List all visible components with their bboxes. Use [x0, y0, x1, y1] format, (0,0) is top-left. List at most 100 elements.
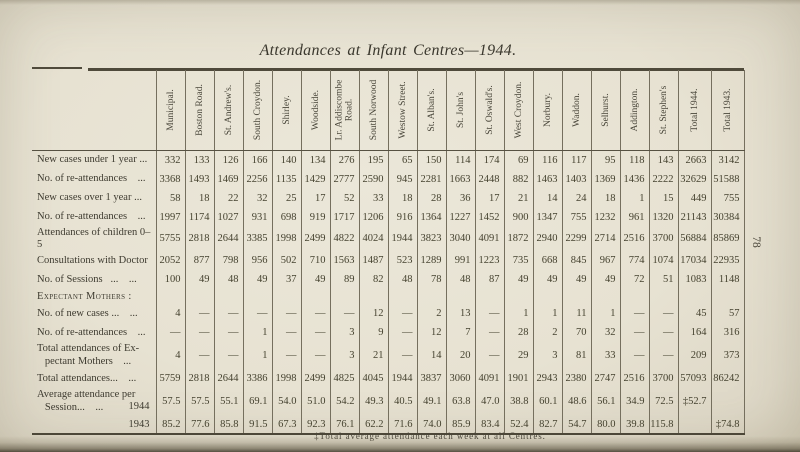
col-header-shirley: Shirley. — [271, 70, 301, 151]
section-header-row: Expectant Mothers : — [32, 289, 745, 305]
col-header-boston-road: Boston Road. — [184, 70, 214, 151]
value-cell: 2299 — [561, 226, 591, 252]
value-cell: 2663 — [677, 150, 711, 170]
table-row: New cases under 1 year ... 332 133 126 166 14… — [32, 150, 745, 170]
value-cell: — — [619, 342, 649, 370]
value-cell: 1206 — [358, 207, 388, 227]
value-cell: 18 — [184, 188, 214, 208]
page-edge-shadow-bottom — [0, 436, 800, 452]
value-cell: — — [648, 342, 678, 370]
table-row: No. of new cases ... ... 4— — — — — —12—2 13—1 1… — [32, 304, 745, 324]
col-header-municipal: Municipal. — [155, 70, 185, 151]
value-cell: 845 — [561, 251, 591, 271]
value-cell: 47.0 — [474, 388, 504, 416]
col-header-label: St. Oswald's. — [484, 85, 495, 135]
col-header-label: West Croydon. — [513, 81, 524, 139]
value-cell: 52 — [329, 188, 359, 208]
value-cell: 82.7 — [532, 415, 562, 435]
value-cell: 28 — [503, 323, 533, 343]
value-cell: 18 — [387, 188, 417, 208]
value-cell: 774 — [619, 251, 649, 271]
value-cell: — — [329, 304, 359, 324]
value-cell: 1 — [242, 323, 272, 343]
value-cell — [710, 388, 745, 416]
value-cell: 5755 — [155, 226, 185, 252]
col-header-label: Selhurst. — [600, 93, 611, 127]
value-cell: 735 — [503, 251, 533, 271]
row-label-text: Total attendances of Ex- pectant Mothers… — [37, 343, 140, 367]
value-cell: — — [648, 304, 678, 324]
value-cell: 276 — [329, 150, 359, 170]
value-cell: 40.5 — [387, 388, 417, 416]
value-cell: 2499 — [300, 369, 330, 389]
value-cell: 49 — [184, 270, 214, 290]
value-cell: 116 — [532, 150, 562, 170]
value-cell: 140 — [271, 150, 301, 170]
col-header-label: St. John's — [455, 91, 466, 129]
col-header-label: Waddon. — [571, 93, 582, 127]
row-label-text: No. of new cases ... ... — [37, 307, 138, 319]
value-cell: 1227 — [445, 207, 475, 227]
table-row: No. of re-attendances ... 3368 1493 1469 225… — [32, 169, 745, 189]
value-cell: — — [184, 342, 214, 370]
value-cell: 56.1 — [590, 388, 620, 416]
col-header-norbury: Norbury. — [532, 70, 562, 151]
value-cell: 967 — [590, 251, 620, 271]
table-row: New cases over 1 year ... 58 18 22 32 25 17 52 3… — [32, 188, 745, 208]
value-cell: 1 — [242, 342, 272, 370]
value-cell: — — [387, 342, 417, 370]
value-cell: 49.3 — [358, 388, 388, 416]
value-cell: 70 — [561, 323, 591, 343]
row-label-text: Total attendances... ... — [37, 372, 137, 384]
value-cell: 945 — [387, 169, 417, 189]
row-label-text: No. of Sessions ... ... — [37, 273, 137, 285]
value-cell: 1347 — [532, 207, 562, 227]
value-cell: 69 — [503, 150, 533, 170]
value-cell — [271, 289, 301, 305]
value-cell: 57 — [710, 304, 745, 324]
value-cell: 58 — [155, 188, 185, 208]
value-cell — [329, 289, 359, 305]
value-cell: 48.6 — [561, 388, 591, 416]
col-header-westow-street: Westow Street. — [387, 70, 417, 151]
value-cell: 1174 — [184, 207, 214, 227]
value-cell: 1 — [503, 304, 533, 324]
col-header-label: Norbury. — [542, 93, 553, 127]
value-cell: 1 — [532, 304, 562, 324]
value-cell: 87 — [474, 270, 504, 290]
attendance-table: Municipal. Boston Road. St. Andrew's. South… — [32, 70, 745, 436]
value-cell: 29 — [503, 342, 533, 370]
col-header-lr-addiscombe-road: Lr. Addiscombe Road. — [329, 70, 359, 151]
value-cell: — — [300, 323, 330, 343]
value-cell: 24 — [561, 188, 591, 208]
value-cell: — — [300, 304, 330, 324]
row-label-header — [32, 70, 156, 151]
value-cell: 449 — [677, 188, 711, 208]
row-label-text: Expectant Mothers : — [37, 290, 132, 302]
value-cell: — — [213, 342, 243, 370]
value-cell — [561, 289, 591, 305]
value-cell: 164 — [677, 323, 711, 343]
value-cell: 54.2 — [329, 388, 359, 416]
value-cell: 32 — [590, 323, 620, 343]
col-header-label: Boston Road. — [194, 84, 205, 136]
value-cell: 63.8 — [445, 388, 475, 416]
value-cell: — — [474, 304, 504, 324]
value-cell: 14 — [416, 342, 446, 370]
table-row: No. of re-attendances ... — — —1— —3 9—12 7—28… — [32, 323, 745, 343]
value-cell: 85.9 — [445, 415, 475, 435]
value-cell: — — [648, 323, 678, 343]
value-cell: 916 — [387, 207, 417, 227]
row-label-text: No. of re-attendances ... — [37, 326, 146, 338]
page-number: 78 — [749, 236, 762, 248]
row-label: No. of Sessions ... ... — [32, 270, 156, 289]
value-cell: 1487 — [358, 251, 388, 271]
col-header-label: Westow Street. — [397, 81, 408, 139]
value-cell: 755 — [561, 207, 591, 227]
value-cell: 3700 — [648, 369, 678, 389]
value-cell: 2448 — [474, 169, 504, 189]
value-cell: 57.5 — [184, 388, 214, 416]
value-cell: 69.1 — [242, 388, 272, 416]
value-cell — [677, 415, 711, 435]
value-cell: — — [213, 323, 243, 343]
